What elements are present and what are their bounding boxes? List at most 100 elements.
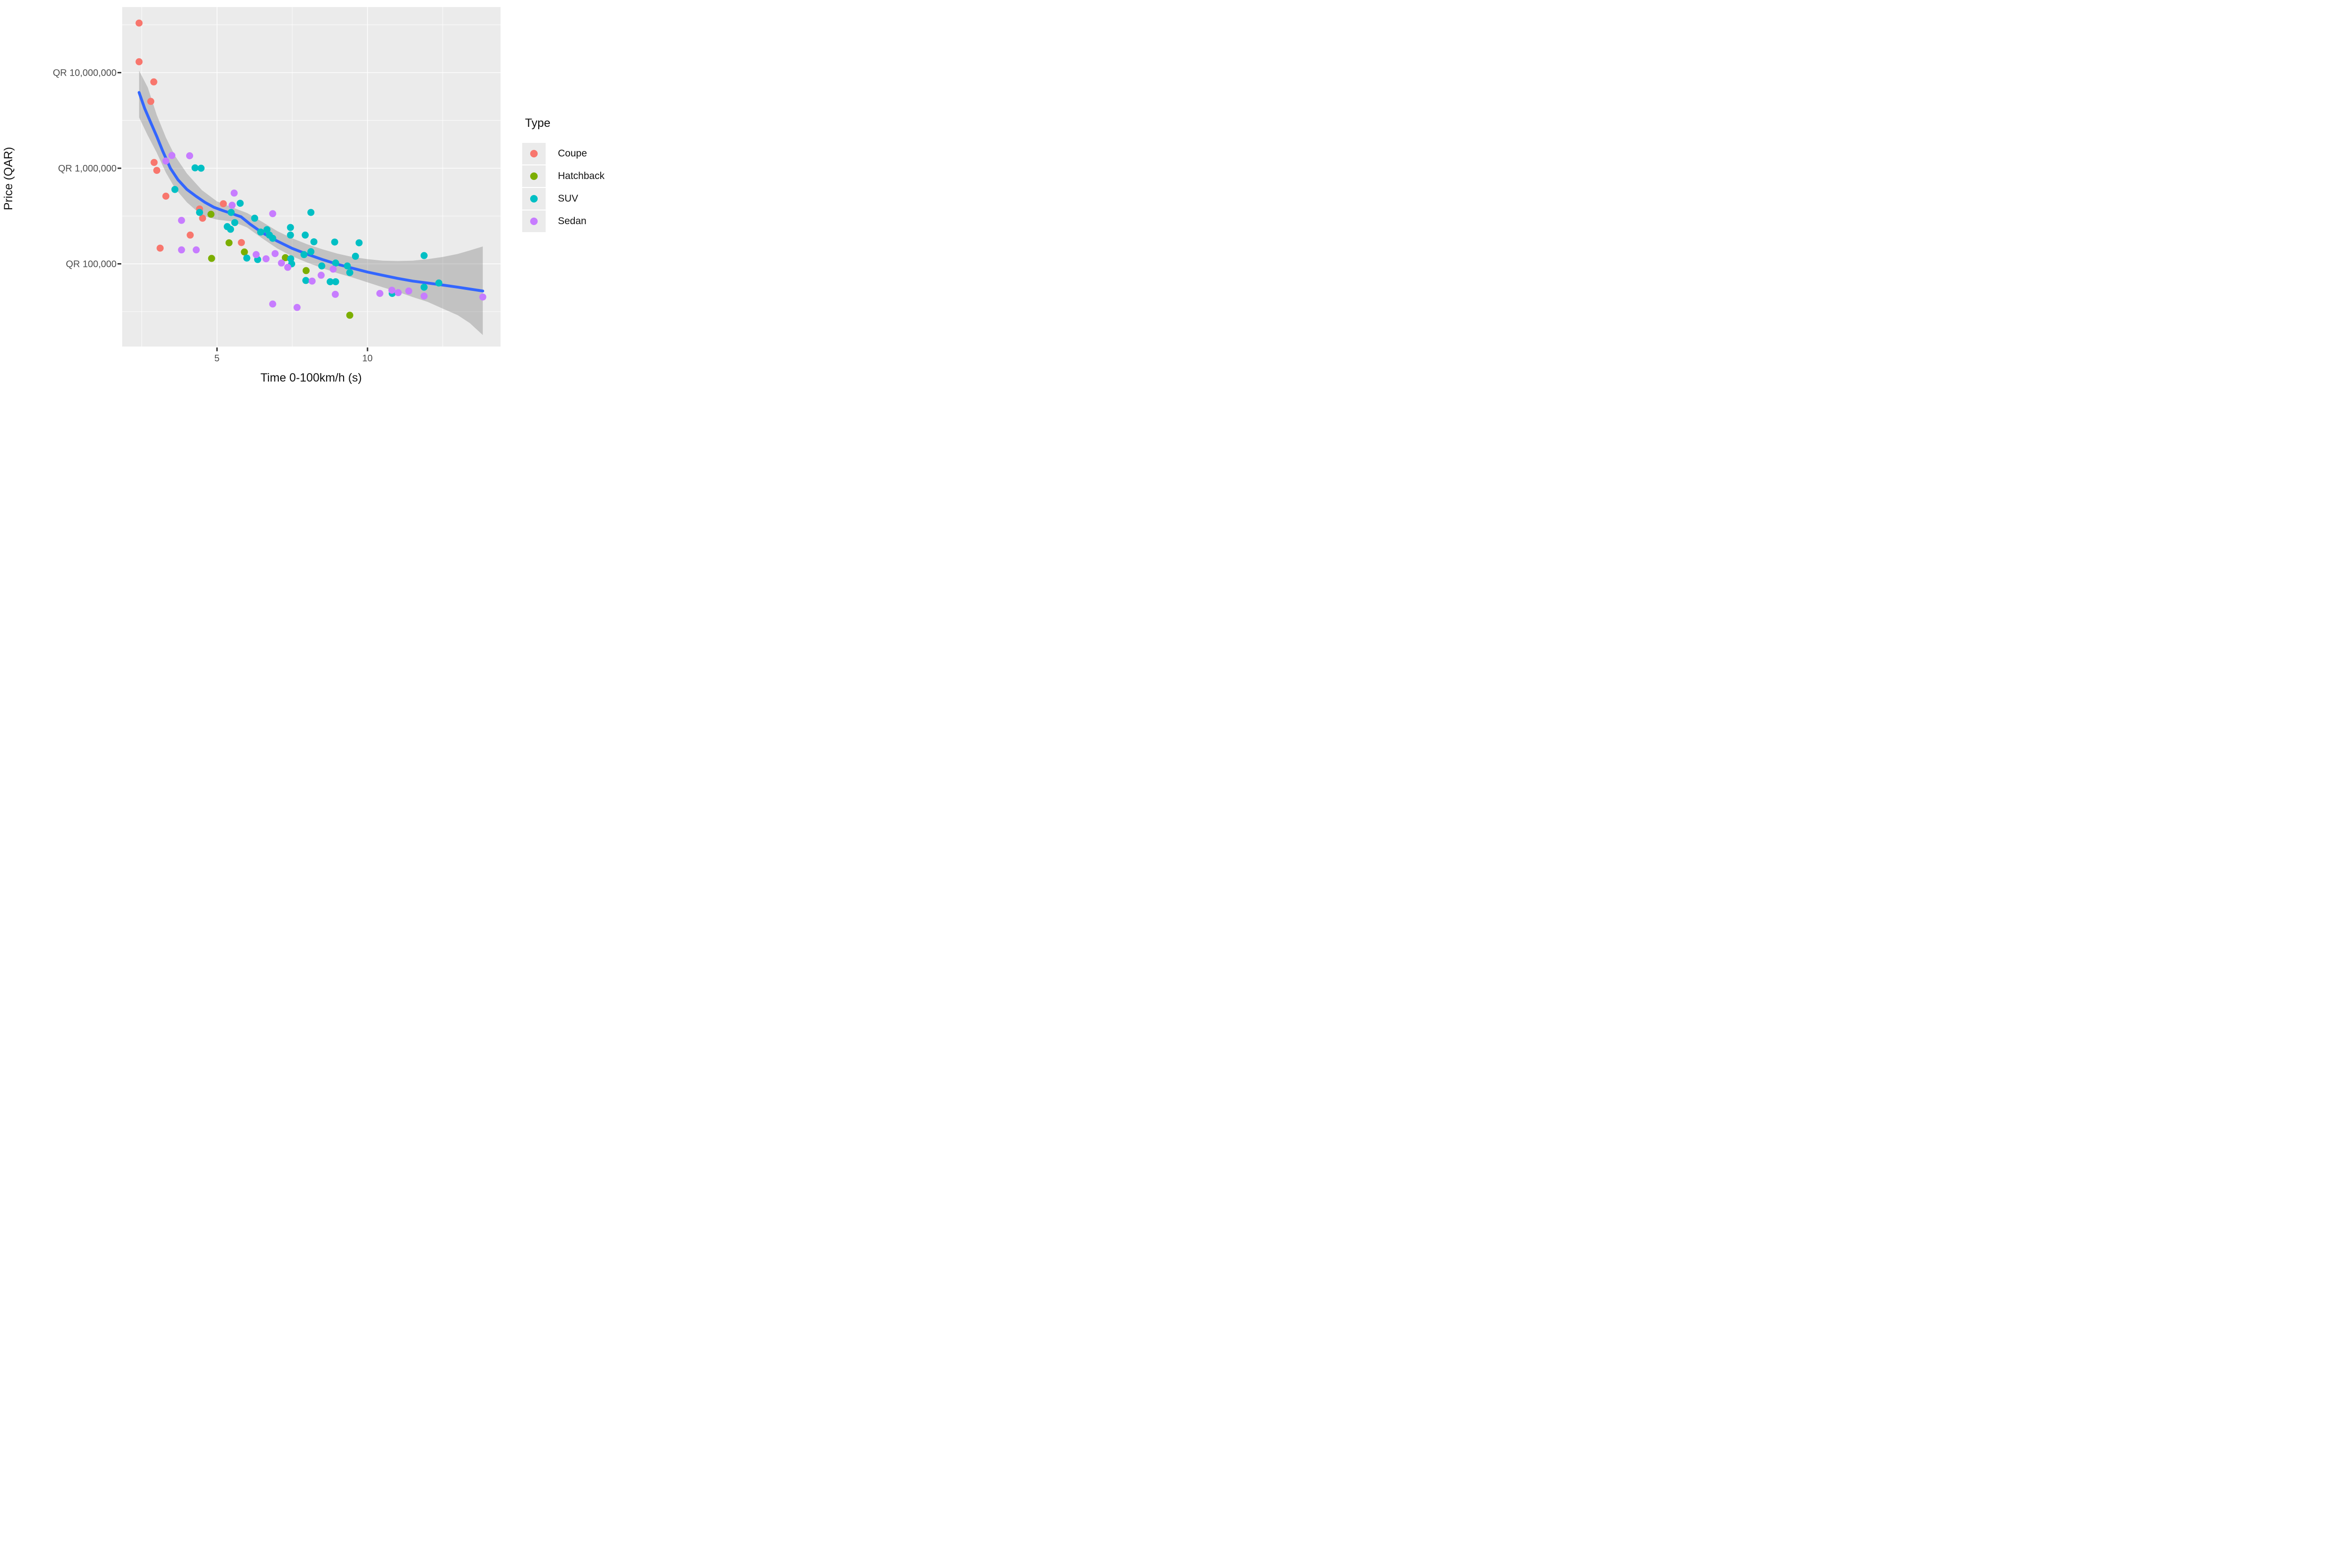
x-axis-title: Time 0-100km/h (s) xyxy=(260,371,362,384)
point-coupe xyxy=(150,159,158,166)
point-suv xyxy=(346,269,353,276)
point-coupe xyxy=(187,231,194,239)
legend-label-sedan: Sedan xyxy=(558,215,587,226)
legend-item-suv: SUV xyxy=(522,187,633,210)
point-sedan xyxy=(284,264,291,271)
point-sedan xyxy=(388,287,396,294)
y-tick-label-100k: QR 100,000 xyxy=(66,259,117,270)
point-suv xyxy=(251,214,258,222)
point-coupe xyxy=(157,244,164,252)
point-sedan xyxy=(269,300,276,308)
legend-item-sedan: Sedan xyxy=(522,210,633,232)
legend-title: Type xyxy=(525,117,551,130)
point-suv xyxy=(227,209,235,216)
point-suv xyxy=(344,262,351,270)
point-suv xyxy=(420,283,428,291)
point-suv xyxy=(332,259,339,267)
point-suv xyxy=(327,278,334,286)
point-sedan xyxy=(405,287,413,295)
point-suv xyxy=(263,226,271,234)
point-suv xyxy=(310,238,318,246)
y-axis-title: Price (QAR) xyxy=(2,147,15,211)
point-suv xyxy=(269,234,276,242)
point-sedan xyxy=(376,290,384,297)
legend-item-hatchback: Hatchback xyxy=(522,165,633,187)
legend-key-box xyxy=(522,187,546,210)
point-coupe xyxy=(199,214,206,222)
point-suv xyxy=(236,200,244,207)
point-suv xyxy=(257,228,265,236)
point-hatchback xyxy=(282,254,289,261)
point-suv xyxy=(287,224,294,231)
point-hatchback xyxy=(207,211,215,218)
point-sedan xyxy=(230,189,238,197)
point-suv xyxy=(435,279,443,287)
ribbon-polygon xyxy=(139,70,483,335)
y-tick-label-10m: QR 10,000,000 xyxy=(53,68,117,78)
point-sedan xyxy=(278,259,285,267)
point-sedan xyxy=(394,289,402,296)
point-sedan xyxy=(193,246,200,254)
point-suv xyxy=(196,209,204,216)
suv-swatch-icon xyxy=(530,195,538,203)
point-sedan xyxy=(168,152,176,159)
point-coupe xyxy=(238,239,245,246)
point-coupe xyxy=(135,19,143,27)
plot-panel xyxy=(122,7,501,347)
point-suv xyxy=(243,254,251,262)
point-suv xyxy=(355,239,363,247)
point-coupe xyxy=(153,167,161,174)
point-suv xyxy=(318,262,326,270)
point-sedan xyxy=(228,202,236,209)
point-coupe xyxy=(162,193,170,200)
point-sedan xyxy=(317,272,325,279)
point-coupe xyxy=(219,200,227,208)
point-suv xyxy=(352,252,359,260)
chart-svg: QR 10,000,000 QR 1,000,000 QR 100,000 5 … xyxy=(2,7,501,384)
x-tick-label-5: 5 xyxy=(214,353,219,364)
point-coupe xyxy=(150,78,157,86)
point-sedan xyxy=(308,277,316,285)
point-suv xyxy=(300,251,308,258)
point-suv xyxy=(301,231,309,239)
point-suv xyxy=(302,277,310,284)
legend-label-hatchback: Hatchback xyxy=(558,170,605,181)
point-sedan xyxy=(420,292,428,300)
point-sedan xyxy=(162,157,170,165)
point-hatchback xyxy=(208,255,215,262)
point-sedan xyxy=(262,255,270,263)
point-suv xyxy=(332,278,339,286)
legend-key-box xyxy=(522,210,546,232)
point-suv xyxy=(307,209,314,216)
scatter-plot-figure: QR 10,000,000 QR 1,000,000 QR 100,000 5 … xyxy=(0,0,634,392)
point-sedan xyxy=(186,152,193,159)
legend-key-box xyxy=(522,165,546,187)
confidence-ribbon xyxy=(139,70,483,335)
point-suv xyxy=(227,226,234,233)
point-sedan xyxy=(178,246,185,254)
legend-key-box xyxy=(522,142,546,164)
legend: Type Coupe Hatchback SUV Sedan xyxy=(522,117,633,233)
point-suv xyxy=(191,164,199,172)
point-suv xyxy=(171,186,179,193)
point-hatchback xyxy=(346,312,353,319)
point-sedan xyxy=(269,210,276,218)
point-suv xyxy=(197,164,205,172)
legend-label-suv: SUV xyxy=(558,193,579,204)
point-suv xyxy=(331,238,338,246)
point-sedan xyxy=(331,290,339,298)
point-sedan xyxy=(329,265,337,273)
x-tick-label-10: 10 xyxy=(362,353,373,364)
coupe-swatch-icon xyxy=(530,149,538,157)
point-hatchback xyxy=(241,248,248,256)
point-suv xyxy=(231,219,238,226)
legend-item-coupe: Coupe xyxy=(522,142,633,164)
point-hatchback xyxy=(225,239,233,247)
sedan-swatch-icon xyxy=(530,217,538,225)
y-tick-label-1m: QR 1,000,000 xyxy=(58,164,117,174)
point-sedan xyxy=(271,250,279,257)
point-sedan xyxy=(252,251,260,258)
point-sedan xyxy=(178,217,185,224)
point-coupe xyxy=(147,98,155,105)
point-suv xyxy=(420,252,428,259)
